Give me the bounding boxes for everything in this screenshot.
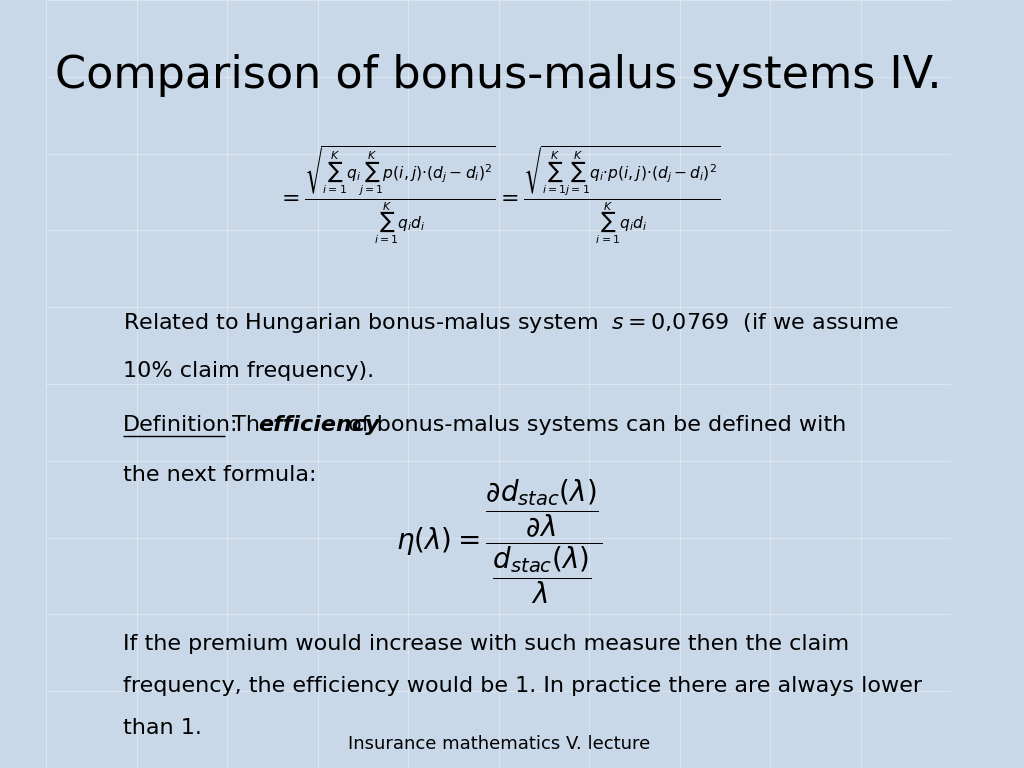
Text: frequency, the efficiency would be 1. In practice there are always lower: frequency, the efficiency would be 1. In…: [123, 676, 923, 696]
Text: efficiency: efficiency: [258, 415, 380, 435]
Text: $= \frac{\sqrt{\sum_{i=1}^{K} q_i \sum_{j=1}^{K} p(i,j){\cdot}(d_j - d_i)^2}}{\s: $= \frac{\sqrt{\sum_{i=1}^{K} q_i \sum_{…: [276, 145, 721, 247]
Text: of bonus-malus systems can be defined with: of bonus-malus systems can be defined wi…: [341, 415, 847, 435]
Text: than 1.: than 1.: [123, 718, 202, 738]
Text: Insurance mathematics V. lecture: Insurance mathematics V. lecture: [347, 735, 650, 753]
Text: the next formula:: the next formula:: [123, 465, 316, 485]
Text: Definition:: Definition:: [123, 415, 239, 435]
Text: 10% claim frequency).: 10% claim frequency).: [123, 361, 375, 381]
Text: Related to Hungarian bonus-malus system  $s = 0{,}0769$  (if we assume: Related to Hungarian bonus-malus system …: [123, 311, 899, 335]
Text: $\eta(\lambda) = \dfrac{\dfrac{\partial d_{stac}(\lambda)}{\partial \lambda}}{\d: $\eta(\lambda) = \dfrac{\dfrac{\partial …: [395, 477, 602, 606]
Text: If the premium would increase with such measure then the claim: If the premium would increase with such …: [123, 634, 850, 654]
Text: Comparison of bonus-malus systems IV.: Comparison of bonus-malus systems IV.: [55, 54, 942, 97]
Text: The: The: [224, 415, 281, 435]
